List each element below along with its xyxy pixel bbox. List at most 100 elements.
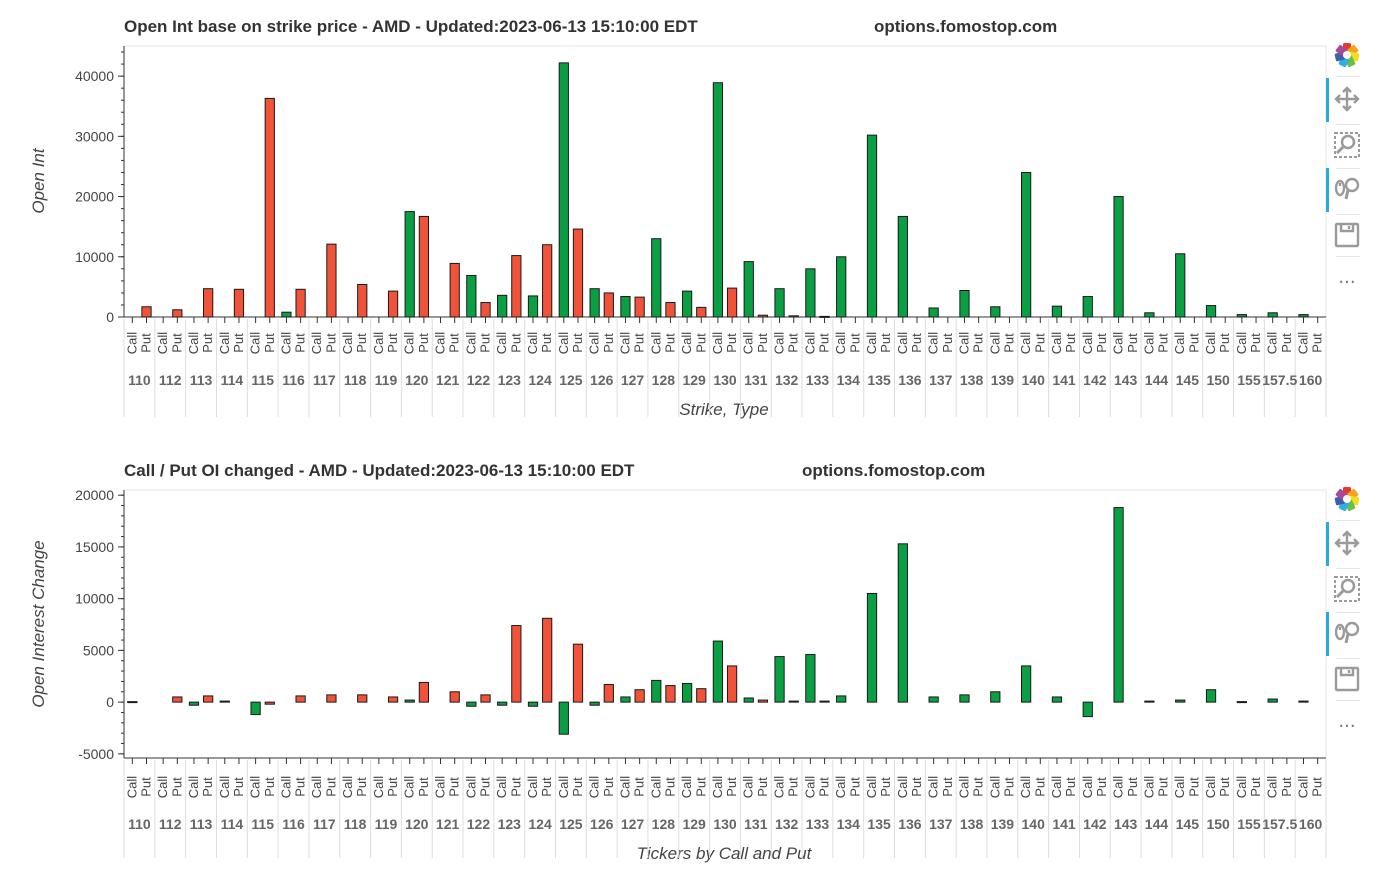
strike-label: 139 — [991, 816, 1015, 832]
strike-label: 126 — [590, 816, 614, 832]
strike-label: 142 — [1083, 816, 1107, 832]
type-label: Call — [1234, 332, 1249, 355]
type-label: Call — [463, 776, 478, 799]
strike-label: 132 — [775, 816, 799, 832]
type-label: Put — [940, 777, 955, 797]
type-label: Call — [926, 332, 941, 355]
chart-title: Open Int base on strike price - AMD - Up… — [124, 17, 698, 36]
type-label: Call — [802, 332, 817, 355]
type-label: Call — [648, 776, 663, 799]
put-bar — [203, 695, 214, 703]
type-label: Call — [433, 776, 448, 799]
type-label: Put — [323, 777, 338, 797]
strike-label: 130 — [713, 372, 737, 388]
strike-label: 122 — [467, 372, 491, 388]
put-bar — [757, 699, 769, 703]
type-label: Put — [478, 333, 493, 353]
type-label: Put — [416, 333, 431, 353]
type-label: Put — [1156, 777, 1171, 797]
box-zoom-icon[interactable] — [1332, 130, 1362, 160]
call-bar — [897, 215, 908, 318]
strike-label: 123 — [498, 372, 522, 388]
strike-label: 144 — [1145, 816, 1169, 832]
type-label: Call — [525, 776, 540, 799]
strike-label: 118 — [344, 816, 367, 832]
type-label: Call — [371, 332, 386, 355]
save-icon[interactable] — [1332, 664, 1362, 694]
call-bar — [959, 694, 970, 703]
call-bar — [1298, 700, 1309, 703]
type-label: Put — [138, 333, 153, 353]
strike-label: 138 — [960, 372, 984, 388]
y-tick-label: 0 — [106, 309, 114, 325]
put-bar — [449, 262, 460, 318]
call-bar — [1082, 296, 1093, 318]
type-label: Put — [1063, 777, 1078, 797]
strike-label: 140 — [1022, 372, 1046, 388]
type-label: Call — [1203, 776, 1218, 799]
call-bar — [805, 654, 816, 703]
strike-label: 115 — [251, 816, 274, 832]
strike-label: 125 — [559, 816, 583, 832]
open-interest-chart: Open Int base on strike price - AMD - Up… — [29, 17, 1327, 419]
pan-icon[interactable] — [1332, 528, 1362, 558]
box-zoom-icon[interactable] — [1332, 574, 1362, 604]
strike-label: 120 — [405, 816, 429, 832]
type-label: Call — [309, 776, 324, 799]
type-label: Put — [1001, 333, 1016, 353]
strike-label: 131 — [744, 372, 768, 388]
put-bar — [788, 315, 799, 318]
call-bar — [774, 288, 785, 318]
type-label: Call — [186, 332, 201, 355]
more-icon[interactable]: ... — [1332, 262, 1362, 292]
pan-icon[interactable] — [1332, 84, 1362, 114]
call-bar — [1267, 698, 1278, 703]
type-label: Call — [494, 776, 509, 799]
put-bar — [295, 695, 306, 703]
type-label: Call — [1049, 332, 1064, 355]
call-bar — [651, 679, 662, 703]
more-icon[interactable]: ... — [1332, 706, 1362, 736]
type-label: Call — [741, 776, 756, 799]
type-label: Call — [679, 776, 694, 799]
type-label: Put — [601, 777, 616, 797]
type-label: Call — [772, 776, 787, 799]
type-label: Call — [1111, 776, 1126, 799]
type-label: Put — [1248, 777, 1263, 797]
strike-label: 121 — [436, 816, 460, 832]
oi-change-chart: Call / Put OI changed - AMD - Updated:20… — [29, 461, 1327, 863]
put-bar — [511, 255, 522, 318]
type-label: Call — [1203, 332, 1218, 355]
type-label: Put — [1310, 777, 1325, 797]
call-bar — [990, 691, 1001, 703]
put-bar — [203, 288, 214, 318]
chart-toolbar: ... — [1326, 40, 1370, 300]
put-bar — [572, 228, 584, 318]
type-label: Call — [248, 776, 263, 799]
strike-label: 132 — [775, 372, 799, 388]
strike-label: 114 — [221, 372, 244, 388]
call-bar — [866, 134, 878, 318]
strike-label: 112 — [159, 372, 182, 388]
y-tick-label: 20000 — [75, 487, 114, 503]
put-bar — [757, 314, 769, 318]
type-label: Put — [1032, 333, 1047, 353]
put-bar — [326, 243, 337, 318]
more-label: ... — [1338, 710, 1356, 732]
type-label: Call — [217, 332, 232, 355]
put-bar — [233, 288, 245, 318]
type-label: Call — [833, 332, 848, 355]
strike-label: 118 — [344, 372, 367, 388]
call-bar — [681, 682, 693, 703]
call-bar — [497, 294, 508, 318]
toolbar-divider — [1336, 568, 1360, 569]
put-bar — [542, 617, 553, 703]
call-bar — [1175, 253, 1186, 318]
wheel-zoom-icon[interactable] — [1332, 174, 1362, 204]
put-bar — [387, 290, 399, 318]
type-label: Call — [956, 332, 971, 355]
call-bar — [466, 274, 477, 318]
save-icon[interactable] — [1332, 220, 1362, 250]
wheel-zoom-icon[interactable] — [1332, 618, 1362, 648]
strike-label: 114 — [221, 816, 244, 832]
